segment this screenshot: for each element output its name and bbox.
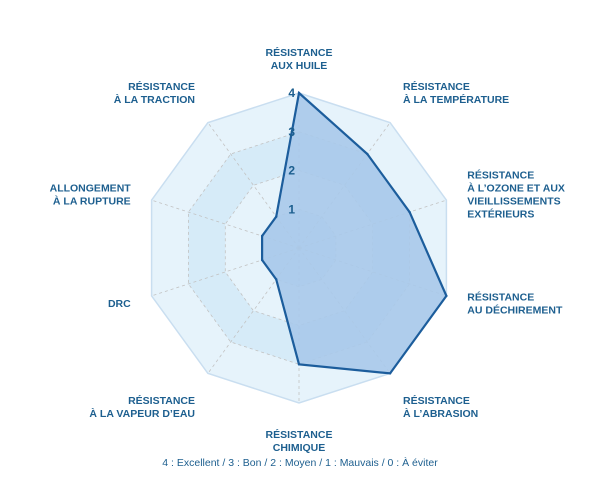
axis-label: ALLONGEMENT À LA RUPTURE [50,182,132,207]
data-point [260,258,264,262]
data-point [408,210,411,214]
data-point [275,278,278,281]
data-point [275,215,278,218]
data-point [366,152,369,156]
axis-label: RÉSISTANCE AUX HUILE [266,46,333,72]
axis-label: RÉSISTANCE À L’ABRASION [403,394,478,420]
data-point [388,372,392,375]
radar-series [260,90,448,375]
tick-label: 4 [288,86,295,100]
data-point [297,363,301,366]
tick-label: 2 [288,164,295,178]
axis-label: RÉSISTANCE À LA VAPEUR D’EAU [89,394,195,420]
axis-label: RÉSISTANCE À LA TRACTION [114,80,195,106]
axis-label: RÉSISTANCE À LA TEMPÉRATURE [403,80,509,106]
data-point [445,294,448,298]
axis-label: RÉSISTANCE AU DÉCHIREMENT [467,291,563,317]
axis-label: RÉSISTANCE À L’OZONE ET AUX VIEILLISSEMENT… [467,168,565,220]
axis-label: RÉSISTANCE CHIMIQUE [266,428,333,454]
tick-label: 3 [288,125,295,139]
axis-label: DRC [108,298,131,310]
radar-tick-labels: 1 2 3 4 [288,86,295,216]
data-point [260,234,264,238]
chart-legend: 4 : Excellent / 3 : Bon / 2 : Moyen / 1 … [162,457,438,469]
tick-label: 1 [288,202,295,216]
radar-axis-labels: RÉSISTANCE AUX HUILE RÉSISTANCE À LA TEMPÉR… [50,46,565,454]
data-point [297,91,301,95]
